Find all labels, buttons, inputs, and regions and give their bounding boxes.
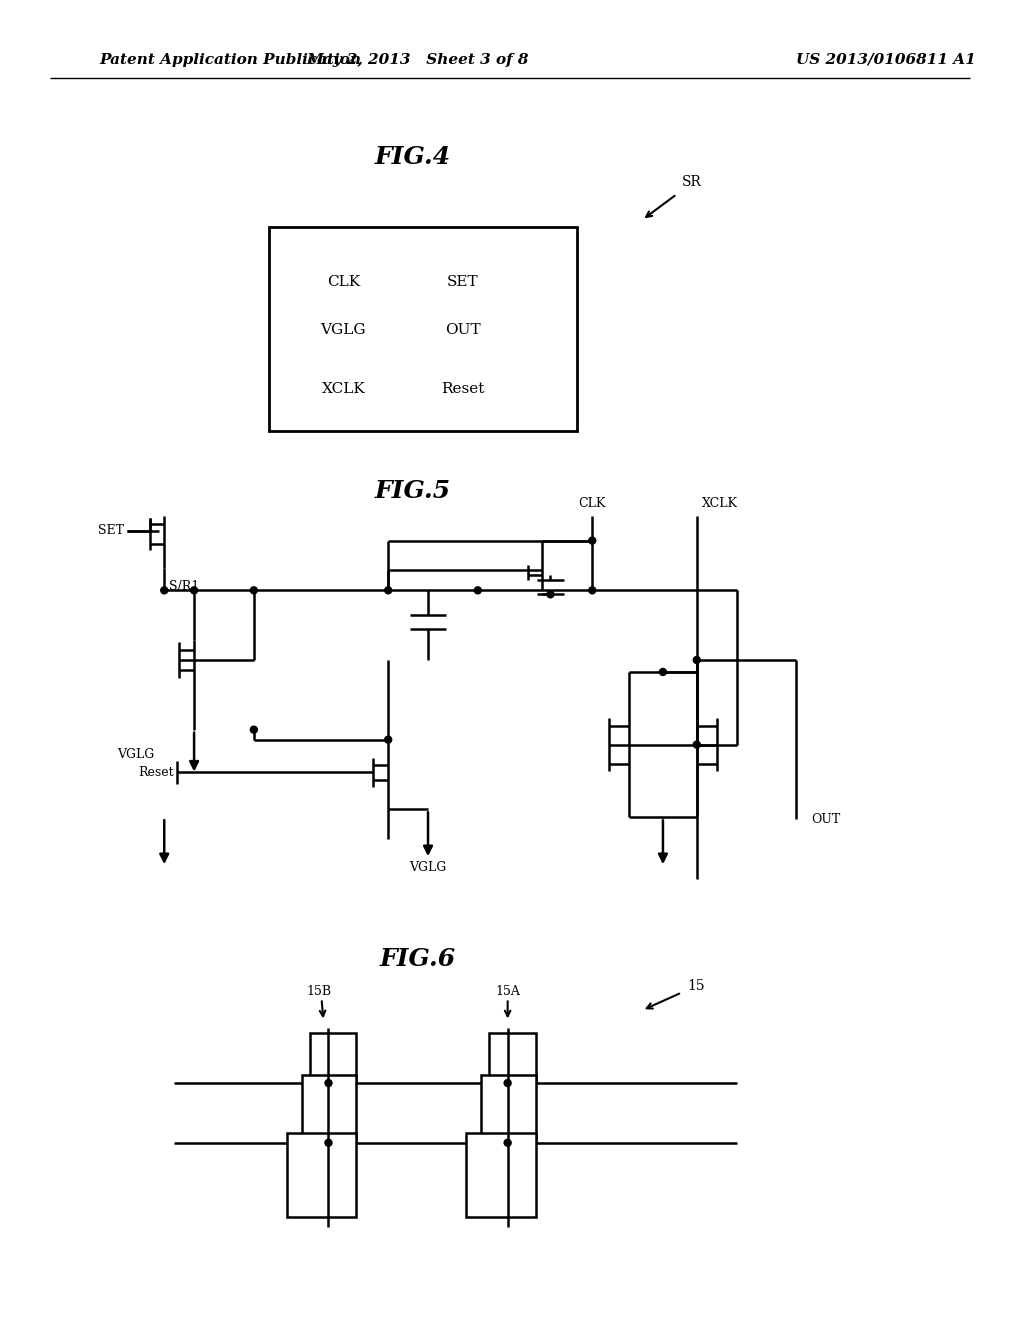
Circle shape [504, 1080, 511, 1086]
Bar [481, 1074, 536, 1140]
Circle shape [385, 587, 392, 594]
Bar [302, 1143, 348, 1197]
Circle shape [161, 587, 168, 594]
Text: XCLK: XCLK [322, 383, 366, 396]
Circle shape [250, 587, 257, 594]
Text: SR: SR [682, 176, 701, 189]
Circle shape [250, 726, 257, 733]
Circle shape [693, 656, 700, 664]
Text: OUT: OUT [445, 322, 480, 337]
Circle shape [385, 737, 392, 743]
Text: SET: SET [98, 524, 125, 537]
Text: SET: SET [447, 275, 478, 289]
Bar [466, 1133, 536, 1217]
Text: 15A: 15A [496, 985, 520, 998]
Text: May 2, 2013   Sheet 3 of 8: May 2, 2013 Sheet 3 of 8 [307, 53, 529, 67]
Text: Reset: Reset [138, 766, 174, 779]
Bar [309, 1034, 356, 1082]
Text: VGLG: VGLG [117, 748, 155, 762]
Circle shape [547, 591, 554, 598]
Text: CLK: CLK [327, 275, 360, 289]
Text: 15B: 15B [306, 985, 331, 998]
Bar [481, 1143, 527, 1197]
Text: VGLG: VGLG [321, 322, 367, 337]
Text: 15: 15 [687, 979, 705, 994]
Bar [488, 1034, 536, 1082]
Circle shape [589, 537, 596, 544]
Circle shape [659, 668, 667, 676]
Text: Reset: Reset [441, 383, 484, 396]
Circle shape [190, 587, 198, 594]
Text: VGLG: VGLG [410, 861, 446, 874]
Text: Patent Application Publication: Patent Application Publication [99, 53, 361, 67]
Bar [268, 227, 578, 432]
Bar [302, 1074, 356, 1140]
Text: XCLK: XCLK [701, 498, 737, 511]
Circle shape [504, 1139, 511, 1146]
Text: S/R1: S/R1 [169, 579, 200, 593]
Text: CLK: CLK [579, 498, 606, 511]
Text: FIG.6: FIG.6 [380, 946, 456, 970]
Text: FIG.4: FIG.4 [375, 145, 452, 169]
Circle shape [325, 1080, 332, 1086]
Circle shape [474, 587, 481, 594]
Circle shape [693, 741, 700, 748]
Text: OUT: OUT [811, 813, 841, 826]
Text: US 2013/0106811 A1: US 2013/0106811 A1 [797, 53, 976, 67]
Text: FIG.5: FIG.5 [375, 479, 452, 503]
Circle shape [589, 587, 596, 594]
Circle shape [325, 1139, 332, 1146]
Bar [287, 1133, 356, 1217]
